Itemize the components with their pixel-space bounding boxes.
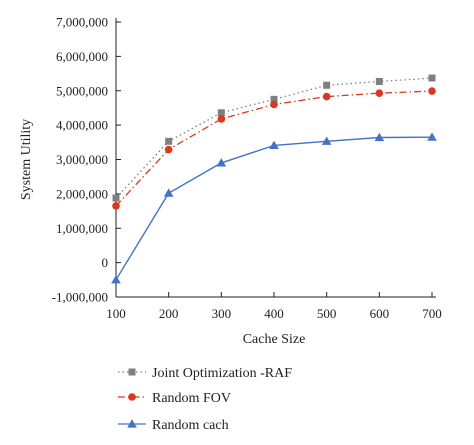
x-tick-label: 300 — [212, 306, 232, 321]
y-axis-title: System Utility — [19, 119, 34, 200]
legend-item-1: Joint Optimization -RAF — [118, 366, 292, 381]
data-point — [269, 140, 279, 150]
data-point — [112, 194, 120, 202]
data-point — [428, 87, 436, 95]
data-point — [374, 132, 385, 142]
data-point — [375, 77, 383, 85]
legend: Joint Optimization -RAF Random FOV Random … — [118, 366, 292, 433]
y-tick-label: 5,000,000 — [56, 83, 108, 98]
data-point — [217, 109, 225, 117]
data-point — [322, 92, 331, 101]
data-point — [111, 275, 121, 284]
legend-label: Joint Optimization -RAF — [152, 366, 292, 381]
series-layer — [111, 74, 437, 284]
x-tick-label: 700 — [422, 306, 442, 321]
y-tick-label: 4,000,000 — [56, 118, 108, 133]
series-3 — [111, 132, 437, 284]
series-1 — [112, 74, 436, 202]
y-tick-label: 7,000,000 — [56, 15, 108, 30]
x-ticks: 100 200 300 400 500 600 700 — [106, 292, 442, 321]
data-point — [270, 95, 278, 103]
series-2 — [112, 87, 436, 210]
series-line — [115, 136, 433, 281]
y-tick-label: 2,000,000 — [56, 186, 108, 201]
data-point — [165, 137, 173, 145]
legend-label: Random FOV — [152, 391, 231, 406]
x-tick-label: 500 — [317, 306, 337, 321]
y-ticks: -1,000,000 0 1,000,000 2,000,000 3,000,000 4,… — [52, 15, 121, 305]
y-tick-label: 6,000,000 — [56, 49, 108, 64]
x-tick-label: 100 — [106, 306, 126, 321]
legend-marker — [128, 393, 136, 401]
data-point — [323, 81, 331, 89]
y-tick-label: 0 — [102, 255, 109, 270]
x-tick-label: 400 — [264, 306, 284, 321]
data-point — [427, 132, 437, 141]
legend-item-3: Random cach — [118, 418, 229, 433]
y-tick-label: -1,000,000 — [52, 290, 108, 305]
x-tick-label: 600 — [370, 306, 390, 321]
legend-marker — [128, 368, 136, 376]
legend-item-2: Random FOV — [118, 391, 231, 406]
data-point — [163, 188, 174, 197]
axes — [115, 18, 436, 298]
data-point — [164, 145, 173, 154]
data-point — [216, 158, 227, 167]
y-tick-label: 3,000,000 — [56, 152, 108, 167]
legend-marker — [127, 419, 137, 428]
x-tick-label: 200 — [159, 306, 179, 321]
data-point — [428, 74, 436, 82]
data-point — [375, 89, 384, 97]
data-point — [217, 115, 226, 123]
y-tick-label: 1,000,000 — [56, 221, 108, 236]
data-point — [112, 202, 120, 210]
legend-label: Random cach — [152, 418, 229, 433]
x-axis-title: Cache Size — [243, 332, 306, 347]
data-point — [270, 100, 278, 109]
data-point — [321, 136, 332, 145]
